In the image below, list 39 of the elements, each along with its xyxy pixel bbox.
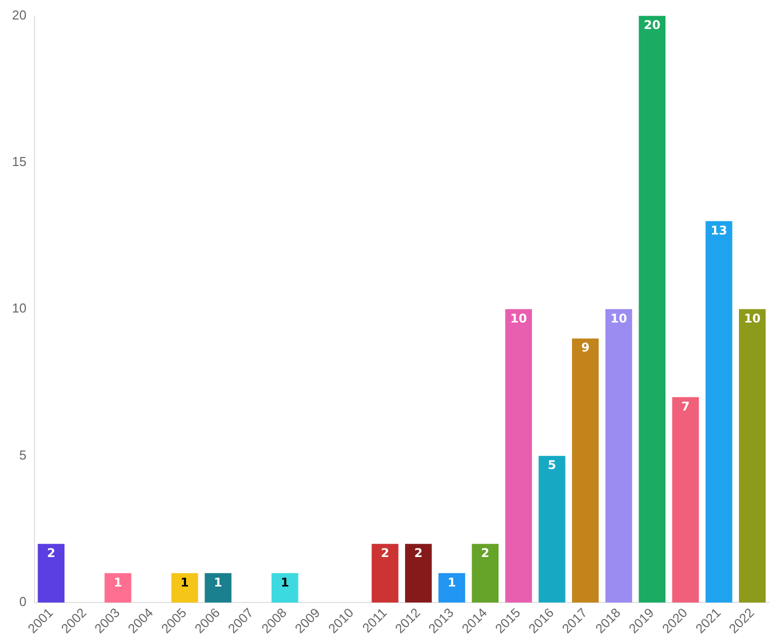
bar xyxy=(605,309,632,603)
data-label: 10 xyxy=(744,311,761,326)
data-label: 1 xyxy=(280,575,290,590)
data-label: 2 xyxy=(414,546,423,560)
y-tick-label: 20 xyxy=(12,7,26,22)
bar xyxy=(171,573,198,603)
bar xyxy=(272,573,298,603)
bar xyxy=(505,309,532,603)
data-label: 1 xyxy=(114,575,122,590)
data-label: 1 xyxy=(214,575,222,590)
data-label: 1 xyxy=(448,575,456,590)
bar xyxy=(38,544,65,603)
data-label: 7 xyxy=(681,399,690,414)
bar xyxy=(672,397,699,603)
y-tick-label: 15 xyxy=(12,154,26,170)
bar xyxy=(405,544,432,603)
data-label: 20 xyxy=(644,18,660,32)
data-label: 10 xyxy=(610,311,628,326)
bar xyxy=(204,573,232,603)
bar xyxy=(472,544,499,603)
data-label: 10 xyxy=(510,311,527,326)
data-label: 5 xyxy=(548,458,556,472)
y-tick-label: 10 xyxy=(12,300,26,316)
y-tick-label: 0 xyxy=(19,594,26,610)
y-tick-label: 5 xyxy=(19,447,26,462)
data-label: 2 xyxy=(481,546,490,560)
bar xyxy=(538,456,566,603)
bar xyxy=(438,573,466,603)
data-label: 9 xyxy=(581,340,590,355)
bar xyxy=(738,309,766,603)
data-label: 2 xyxy=(46,546,56,560)
bar xyxy=(638,16,666,603)
bar xyxy=(572,338,599,603)
bar xyxy=(372,544,398,603)
bar xyxy=(104,573,132,603)
data-label: 2 xyxy=(380,546,390,560)
data-label: 13 xyxy=(710,223,728,238)
bar xyxy=(706,221,732,603)
data-label: 1 xyxy=(180,575,189,590)
